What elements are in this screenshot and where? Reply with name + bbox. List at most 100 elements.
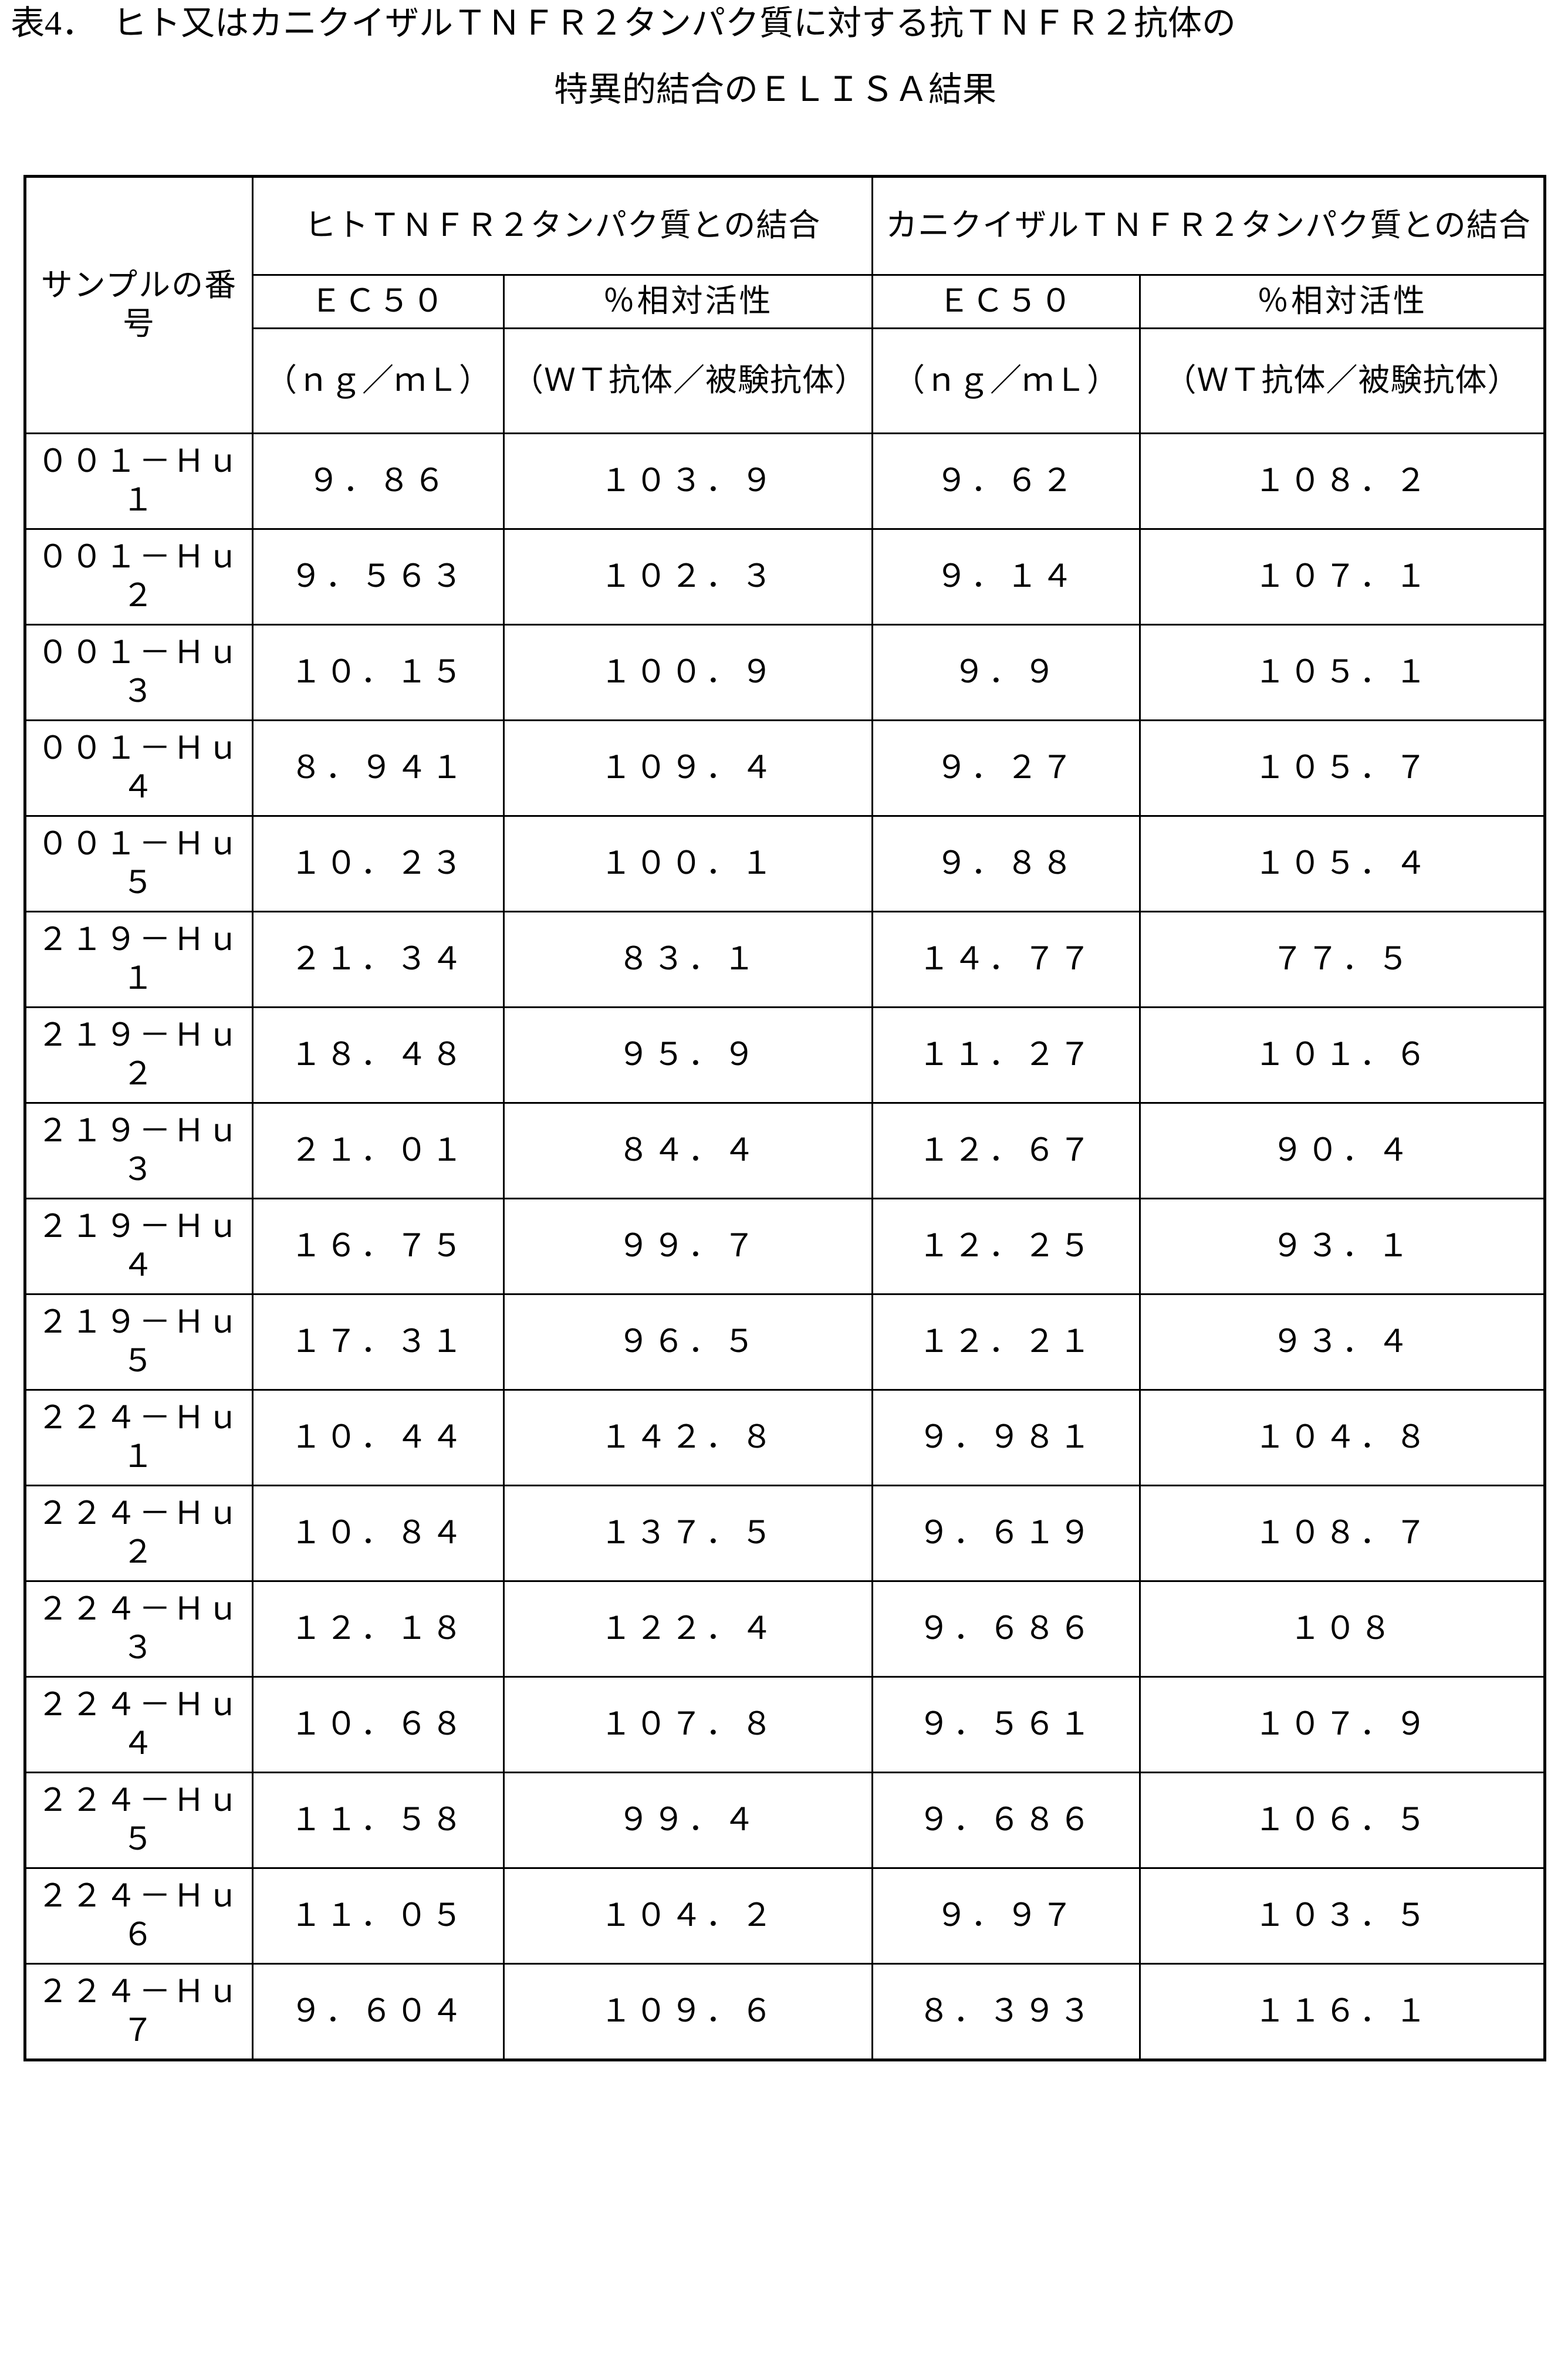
header-row-metrics: ＥＣ５０ ％相対活性 ＥＣ５０ ％相対活性: [25, 275, 1545, 329]
header-row-units: （ｎｇ／ｍＬ） （ＷＴ抗体／被験抗体） （ｎｇ／ｍＬ） （ＷＴ抗体／被験抗体）: [25, 329, 1545, 434]
caption-line-1: 表4． ヒト又はカニクイザルＴＮＦＲ２タンパク質に対する抗ＴＮＦＲ２抗体の: [0, 0, 1568, 42]
header-unit-cyno-percent: （ＷＴ抗体／被験抗体）: [1140, 329, 1545, 434]
row-sample-number: ２２４－Ｈｕ７: [25, 1964, 253, 2060]
row-cyno-ec50: ９．５６１: [873, 1677, 1140, 1773]
row-cyno-percent: ９３．４: [1140, 1294, 1545, 1390]
row-human-percent: １００．１: [504, 816, 873, 912]
row-sample-number: ００１－Ｈｕ４: [25, 721, 253, 816]
row-cyno-ec50: １２．２１: [873, 1294, 1140, 1390]
header-unit-human-percent: （ＷＴ抗体／被験抗体）: [504, 329, 873, 434]
row-sample-number: ２１９－Ｈｕ３: [25, 1103, 253, 1199]
table-row: ２２４－Ｈｕ１１０．４４１４２．８９．９８１１０４．８: [25, 1390, 1545, 1486]
row-sample-number: ２２４－Ｈｕ４: [25, 1677, 253, 1773]
row-cyno-percent: １０７．９: [1140, 1677, 1545, 1773]
table-body: ００１－Ｈｕ１９．８６１０３．９９．６２１０８．２００１－Ｈｕ２９．５６３１０２…: [25, 434, 1545, 2060]
row-cyno-ec50: ９．８８: [873, 816, 1140, 912]
row-sample-number: ２２４－Ｈｕ２: [25, 1486, 253, 1581]
table-row: ２１９－Ｈｕ５１７．３１９６．５１２．２１９３．４: [25, 1294, 1545, 1390]
elisa-results-table: サンプルの番号 ヒトＴＮＦＲ２タンパク質との結合 カニクイザルＴＮＦＲ２タンパク…: [23, 175, 1546, 2061]
row-sample-number: ２１９－Ｈｕ２: [25, 1008, 253, 1103]
elisa-results-table-container: サンプルの番号 ヒトＴＮＦＲ２タンパク質との結合 カニクイザルＴＮＦＲ２タンパク…: [23, 175, 1543, 2061]
row-human-ec50: ９．６０４: [253, 1964, 504, 2060]
header-metric-cyno-ec50: ＥＣ５０: [873, 275, 1140, 329]
row-human-percent: １３７．５: [504, 1486, 873, 1581]
header-metric-cyno-percent: ％相対活性: [1140, 275, 1545, 329]
row-human-percent: １０９．４: [504, 721, 873, 816]
row-sample-number: ２１９－Ｈｕ１: [25, 912, 253, 1008]
table-row: ００１－Ｈｕ４８．９４１１０９．４９．２７１０５．７: [25, 721, 1545, 816]
row-sample-number: ００１－Ｈｕ５: [25, 816, 253, 912]
table-row: ２２４－Ｈｕ３１２．１８１２２．４９．６８６１０８: [25, 1581, 1545, 1677]
table-row: ２１９－Ｈｕ２１８．４８９５．９１１．２７１０１．６: [25, 1008, 1545, 1103]
table-row: ２２４－Ｈｕ４１０．６８１０７．８９．５６１１０７．９: [25, 1677, 1545, 1773]
row-cyno-percent: １０３．５: [1140, 1868, 1545, 1964]
row-human-percent: ８３．１: [504, 912, 873, 1008]
row-cyno-ec50: ９．６１９: [873, 1486, 1140, 1581]
row-human-percent: １４２．８: [504, 1390, 873, 1486]
row-human-ec50: １６．７５: [253, 1199, 504, 1294]
row-cyno-ec50: ９．６２: [873, 434, 1140, 529]
row-cyno-ec50: ９．６８６: [873, 1581, 1140, 1677]
row-human-ec50: ２１．０１: [253, 1103, 504, 1199]
row-human-ec50: １７．３１: [253, 1294, 504, 1390]
row-cyno-ec50: １２．６７: [873, 1103, 1140, 1199]
header-group-human-tnfr2: ヒトＴＮＦＲ２タンパク質との結合: [253, 177, 873, 275]
row-human-ec50: ２１．３４: [253, 912, 504, 1008]
row-human-percent: １０９．６: [504, 1964, 873, 2060]
table-row: ００１－Ｈｕ２９．５６３１０２．３９．１４１０７．１: [25, 529, 1545, 625]
header-metric-human-percent: ％相対活性: [504, 275, 873, 329]
row-cyno-percent: １０４．８: [1140, 1390, 1545, 1486]
row-sample-number: ２２４－Ｈｕ１: [25, 1390, 253, 1486]
row-cyno-percent: １０１．６: [1140, 1008, 1545, 1103]
row-human-ec50: ９．８６: [253, 434, 504, 529]
row-cyno-percent: １０５．７: [1140, 721, 1545, 816]
row-human-ec50: １８．４８: [253, 1008, 504, 1103]
row-cyno-percent: ９３．１: [1140, 1199, 1545, 1294]
row-cyno-ec50: ９．２７: [873, 721, 1140, 816]
row-human-ec50: １０．１５: [253, 625, 504, 721]
table-row: ００１－Ｈｕ３１０．１５１００．９９．９１０５．１: [25, 625, 1545, 721]
table-row: ２１９－Ｈｕ３２１．０１８４．４１２．６７９０．４: [25, 1103, 1545, 1199]
row-cyno-ec50: ９．９７: [873, 1868, 1140, 1964]
row-human-percent: １２２．４: [504, 1581, 873, 1677]
row-human-ec50: １０．２３: [253, 816, 504, 912]
header-unit-human-ec50: （ｎｇ／ｍＬ）: [253, 329, 504, 434]
table-caption: 表4． ヒト又はカニクイザルＴＮＦＲ２タンパク質に対する抗ＴＮＦＲ２抗体の 特異…: [0, 0, 1568, 108]
row-human-ec50: １１．５８: [253, 1773, 504, 1868]
row-cyno-ec50: １２．２５: [873, 1199, 1140, 1294]
row-human-percent: ８４．４: [504, 1103, 873, 1199]
row-human-ec50: ８．９４１: [253, 721, 504, 816]
row-cyno-percent: １０７．１: [1140, 529, 1545, 625]
row-cyno-ec50: ９．６８６: [873, 1773, 1140, 1868]
row-sample-number: ２２４－Ｈｕ３: [25, 1581, 253, 1677]
row-cyno-percent: １０６．５: [1140, 1773, 1545, 1868]
row-human-percent: １０２．３: [504, 529, 873, 625]
table-header: サンプルの番号 ヒトＴＮＦＲ２タンパク質との結合 カニクイザルＴＮＦＲ２タンパク…: [25, 177, 1545, 434]
row-human-ec50: １０．４４: [253, 1390, 504, 1486]
row-cyno-ec50: １４．７７: [873, 912, 1140, 1008]
table-row: ２１９－Ｈｕ４１６．７５９９．７１２．２５９３．１: [25, 1199, 1545, 1294]
row-sample-number: ２１９－Ｈｕ４: [25, 1199, 253, 1294]
row-cyno-percent: １１６．１: [1140, 1964, 1545, 2060]
row-sample-number: ２２４－Ｈｕ５: [25, 1773, 253, 1868]
header-sample-number: サンプルの番号: [25, 177, 253, 434]
table-row: ００１－Ｈｕ１９．８６１０３．９９．６２１０８．２: [25, 434, 1545, 529]
row-human-ec50: １０．８４: [253, 1486, 504, 1581]
row-cyno-percent: ９０．４: [1140, 1103, 1545, 1199]
row-sample-number: ００１－Ｈｕ３: [25, 625, 253, 721]
row-human-percent: ９９．４: [504, 1773, 873, 1868]
row-human-percent: １０７．８: [504, 1677, 873, 1773]
row-human-ec50: １２．１８: [253, 1581, 504, 1677]
row-human-ec50: １１．０５: [253, 1868, 504, 1964]
row-cyno-ec50: ９．９８１: [873, 1390, 1140, 1486]
row-human-ec50: ９．５６３: [253, 529, 504, 625]
row-human-percent: ９５．９: [504, 1008, 873, 1103]
row-cyno-percent: １０８．７: [1140, 1486, 1545, 1581]
row-human-percent: ９６．５: [504, 1294, 873, 1390]
row-sample-number: ２２４－Ｈｕ６: [25, 1868, 253, 1964]
row-sample-number: ００１－Ｈｕ２: [25, 529, 253, 625]
caption-line-2: 特異的結合のＥＬＩＳＡ結果: [0, 42, 1568, 108]
table-row: ２１９－Ｈｕ１２１．３４８３．１１４．７７７７．５: [25, 912, 1545, 1008]
row-cyno-percent: ７７．５: [1140, 912, 1545, 1008]
table-row: ２２４－Ｈｕ６１１．０５１０４．２９．９７１０３．５: [25, 1868, 1545, 1964]
